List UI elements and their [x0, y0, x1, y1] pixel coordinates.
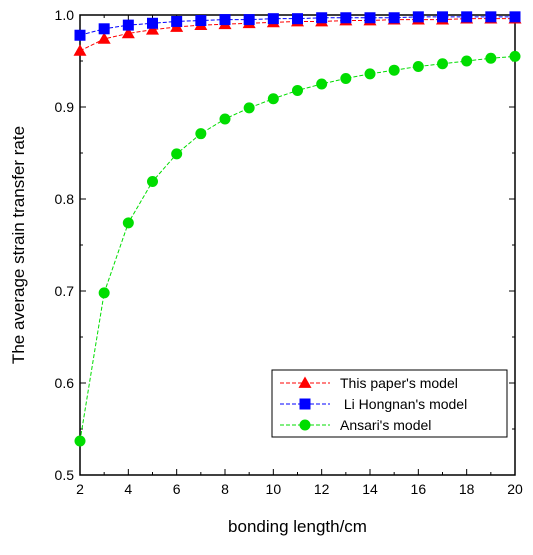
data-point — [316, 78, 328, 90]
y-axis-label: The average strain transfer rate — [9, 126, 28, 364]
data-point — [74, 435, 86, 447]
data-point — [485, 52, 497, 64]
data-point — [364, 12, 376, 24]
data-point — [122, 217, 134, 229]
x-tick-label: 10 — [266, 481, 282, 497]
data-point — [412, 11, 424, 23]
x-tick-label: 14 — [362, 481, 378, 497]
legend-marker — [299, 398, 311, 410]
data-point — [146, 23, 159, 35]
y-tick-label: 0.8 — [55, 191, 75, 207]
legend-marker — [298, 376, 312, 388]
y-tick-label: 0.5 — [55, 467, 75, 483]
x-tick-label: 8 — [221, 481, 229, 497]
y-axis: 0.5 0.6 0.7 0.8 0.9 1.0 — [55, 7, 515, 483]
legend: This paper's model Li Hongnan's model Ans… — [271, 369, 508, 438]
y-tick-label: 0.6 — [55, 375, 75, 391]
data-point — [292, 84, 303, 96]
data-point — [292, 13, 303, 25]
y-tick-label: 0.7 — [55, 283, 75, 299]
data-point — [485, 11, 497, 23]
legend-label: Ansari's model — [340, 417, 431, 433]
series-2 — [74, 50, 521, 447]
data-point — [122, 19, 134, 31]
data-point — [171, 15, 183, 27]
data-point — [98, 287, 110, 299]
y-tick-label: 0.9 — [55, 99, 75, 115]
data-point — [340, 72, 352, 84]
data-point — [509, 11, 521, 23]
data-point — [388, 12, 400, 24]
data-point — [316, 12, 328, 24]
data-point — [195, 128, 207, 140]
data-point — [74, 29, 86, 41]
data-point — [73, 44, 87, 56]
data-point — [195, 15, 207, 27]
x-tick-label: 12 — [314, 481, 330, 497]
x-tick-label: 16 — [411, 481, 427, 497]
data-point — [340, 12, 352, 24]
x-tick-label: 6 — [173, 481, 181, 497]
data-point — [461, 55, 473, 67]
data-point — [461, 11, 473, 23]
data-point — [243, 102, 255, 114]
data-point — [364, 68, 376, 80]
data-point — [97, 32, 111, 44]
data-point — [219, 113, 231, 125]
data-point — [267, 13, 279, 25]
series-layer — [73, 11, 522, 447]
data-point — [437, 11, 448, 23]
x-tick-label: 4 — [124, 481, 132, 497]
x-axis-label: bonding length/cm — [228, 517, 367, 536]
data-point — [147, 176, 158, 188]
legend-label: Li Hongnan's model — [340, 396, 467, 412]
legend-marker — [299, 419, 311, 431]
data-point — [171, 148, 183, 160]
x-axis: 2 4 6 8 10 12 14 16 18 20 — [76, 15, 523, 497]
data-point — [412, 61, 424, 73]
data-point — [267, 93, 279, 105]
x-tick-label: 20 — [507, 481, 523, 497]
data-point — [121, 26, 135, 39]
data-point — [388, 64, 400, 76]
data-point — [147, 17, 158, 29]
data-point — [437, 58, 448, 70]
data-point — [219, 14, 231, 26]
y-tick-label: 1.0 — [55, 7, 75, 23]
series-1 — [74, 11, 521, 41]
data-point — [509, 50, 521, 62]
legend-label: This paper's model — [340, 375, 458, 391]
data-point — [243, 14, 255, 26]
data-point — [98, 23, 110, 35]
x-tick-label: 2 — [76, 481, 84, 497]
x-tick-label: 18 — [459, 481, 475, 497]
